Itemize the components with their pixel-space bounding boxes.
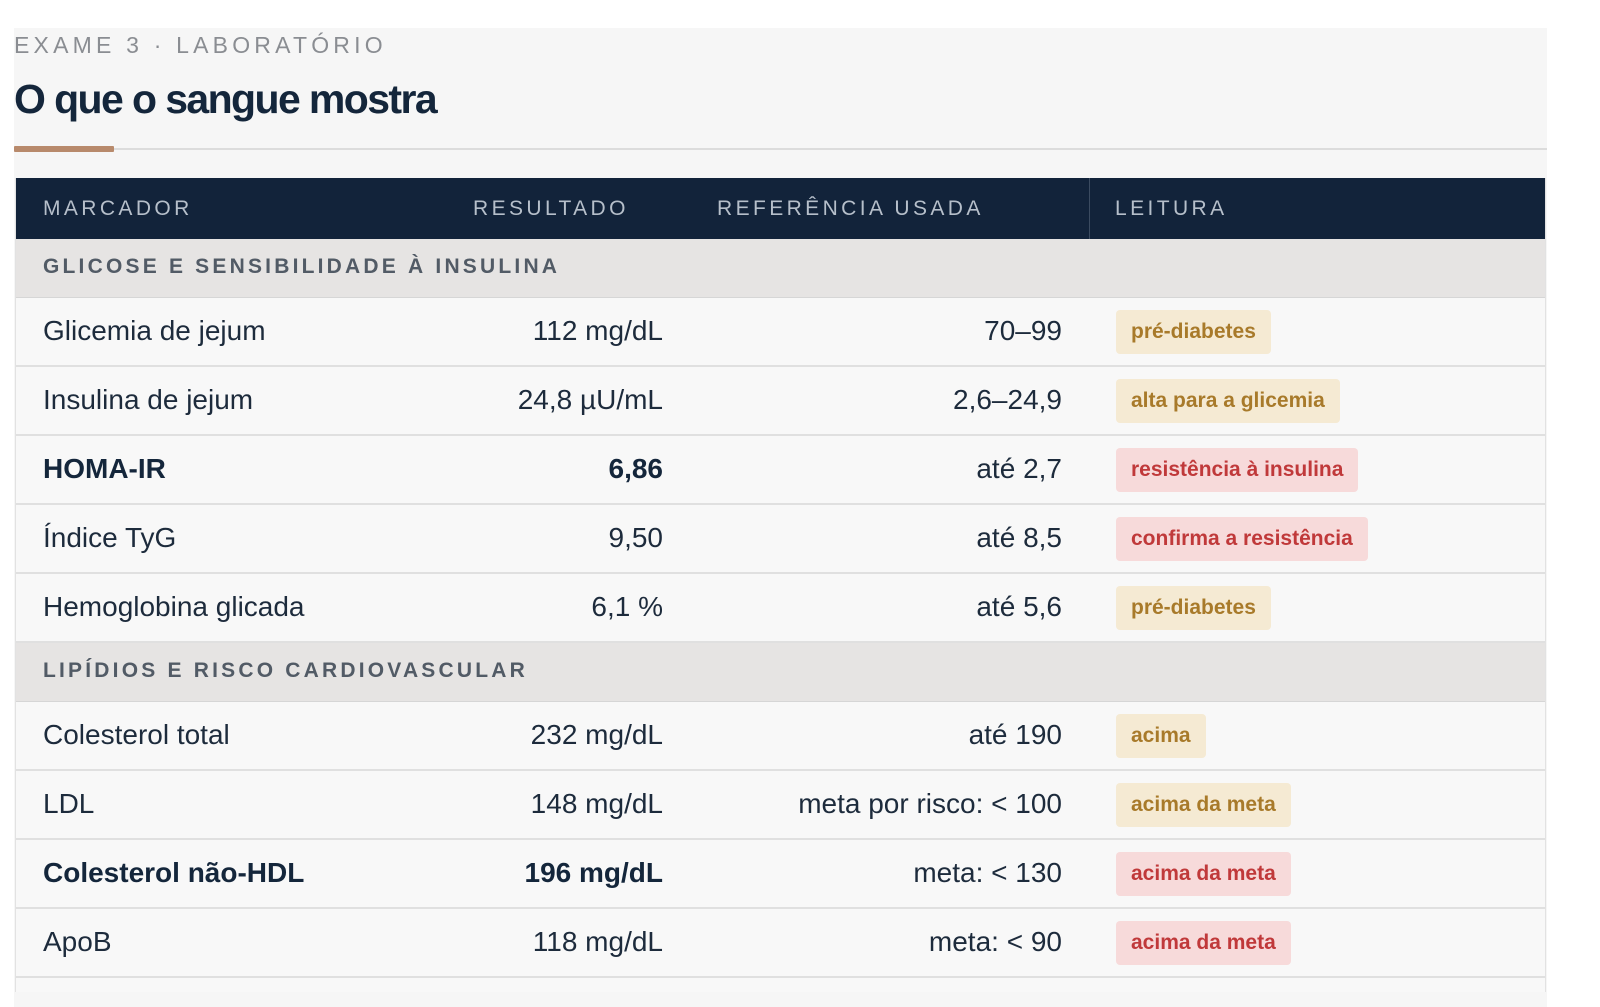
table-row-partial <box>16 978 1545 992</box>
marker-cell: LDL <box>43 788 95 819</box>
marker-cell: HOMA-IR <box>43 453 166 484</box>
reading-badge: confirma a resistência <box>1116 517 1368 561</box>
column-header-reference: REFERÊNCIA USADA <box>717 197 984 220</box>
table-header: MARCADOR RESULTADO REFERÊNCIA USADA LEIT… <box>16 178 1545 239</box>
result-cell: 24,8 µU/mL <box>517 384 663 415</box>
result-cell: 118 mg/dL <box>532 926 663 957</box>
marker-cell: Glicemia de jejum <box>43 315 266 346</box>
table-row: Colesterol total 232 mg/dL até 190 acima <box>16 702 1545 771</box>
reading-badge: acima da meta <box>1116 852 1291 896</box>
reference-cell: 70–99 <box>984 315 1062 346</box>
marker-cell: Colesterol não-HDL <box>43 857 305 888</box>
table-row: Índice TyG 9,50 até 8,5 confirma a resis… <box>16 505 1545 574</box>
table-row: Hemoglobina glicada 6,1 % até 5,6 pré-di… <box>16 574 1545 643</box>
reference-cell: meta: < 90 <box>928 926 1062 957</box>
reference-cell: até 190 <box>968 719 1062 750</box>
column-header-result: RESULTADO <box>473 197 629 220</box>
marker-cell: Insulina de jejum <box>43 384 254 415</box>
reading-badge: acima da meta <box>1116 921 1291 965</box>
reading-badge: acima <box>1116 714 1206 758</box>
result-cell: 196 mg/dL <box>524 857 663 888</box>
table-row: ApoB 118 mg/dL meta: < 90 acima da meta <box>16 909 1545 978</box>
page-title: O que o sangue mostra <box>14 76 438 122</box>
table-row: Insulina de jejum 24,8 µU/mL 2,6–24,9 al… <box>16 367 1545 436</box>
result-cell: 9,50 <box>608 522 664 553</box>
section-title: GLICOSE E SENSIBILIDADE À INSULINA <box>43 255 561 278</box>
reference-cell: até 2,7 <box>976 453 1062 484</box>
table-row: HOMA-IR 6,86 até 2,7 resistência à insul… <box>16 436 1545 505</box>
section-header-lipids: LIPÍDIOS E RISCO CARDIOVASCULAR <box>16 643 1545 702</box>
reference-cell: 2,6–24,9 <box>953 384 1062 415</box>
reference-cell: meta por risco: < 100 <box>798 788 1062 819</box>
table-row: Glicemia de jejum 112 mg/dL 70–99 pré-di… <box>16 298 1545 367</box>
marker-cell: Índice TyG <box>43 522 177 553</box>
result-cell: 6,1 % <box>591 591 663 622</box>
result-cell: 232 mg/dL <box>530 719 663 750</box>
section-header-glucose: GLICOSE E SENSIBILIDADE À INSULINA <box>16 239 1545 298</box>
reference-cell: até 8,5 <box>976 522 1062 553</box>
section-title: LIPÍDIOS E RISCO CARDIOVASCULAR <box>43 659 529 682</box>
marker-cell: Colesterol total <box>43 719 230 750</box>
reading-badge: alta para a glicemia <box>1116 379 1340 423</box>
result-cell: 6,86 <box>608 453 664 484</box>
reference-cell: até 5,6 <box>976 591 1062 622</box>
result-cell: 112 mg/dL <box>532 315 663 346</box>
eyebrow-label: EXAME 3 · LABORATÓRIO <box>14 32 387 58</box>
title-accent-bar <box>14 146 114 152</box>
reading-badge: acima da meta <box>1116 783 1291 827</box>
marker-cell: ApoB <box>43 926 112 957</box>
reference-cell: meta: < 130 <box>913 857 1062 888</box>
column-header-divider <box>1089 178 1090 239</box>
reading-badge: resistência à insulina <box>1116 448 1359 492</box>
table-row: Colesterol não-HDL 196 mg/dL meta: < 130… <box>16 840 1545 909</box>
result-cell: 148 mg/dL <box>530 788 663 819</box>
column-header-reading: LEITURA <box>1115 197 1228 220</box>
reading-badge: pré-diabetes <box>1116 586 1271 630</box>
title-divider <box>14 148 1547 150</box>
table-row: LDL 148 mg/dL meta por risco: < 100 acim… <box>16 771 1545 840</box>
lab-results-table: MARCADOR RESULTADO REFERÊNCIA USADA LEIT… <box>15 178 1546 992</box>
column-header-marker: MARCADOR <box>43 197 193 220</box>
reading-badge: pré-diabetes <box>1116 310 1271 354</box>
marker-cell: Hemoglobina glicada <box>43 591 305 622</box>
